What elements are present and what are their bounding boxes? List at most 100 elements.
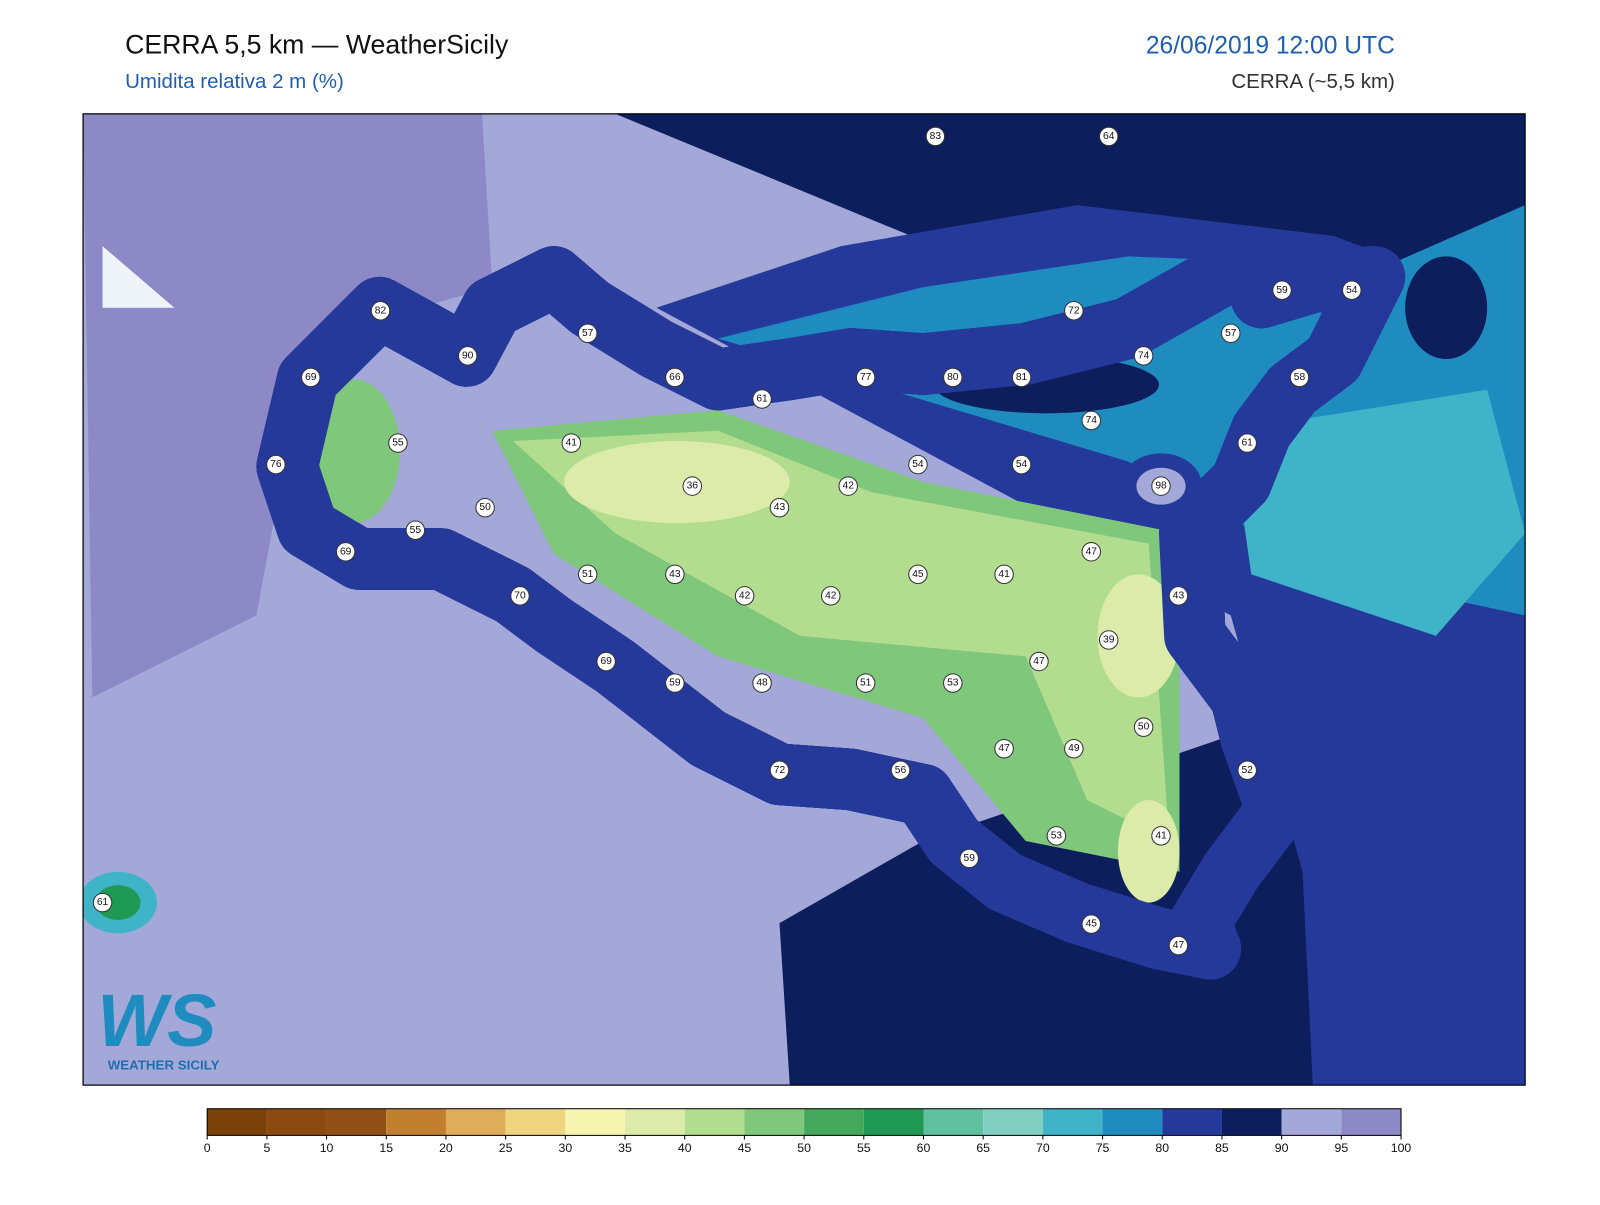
station: 55 bbox=[388, 433, 408, 453]
station-marker bbox=[838, 476, 858, 496]
colorbar-tick-label: 65 bbox=[976, 1141, 990, 1155]
station: 72 bbox=[1064, 301, 1084, 321]
station: 50 bbox=[1133, 717, 1154, 737]
station: 64 bbox=[1098, 126, 1119, 147]
station: 41 bbox=[1151, 826, 1171, 846]
station-value: 39 bbox=[1103, 635, 1115, 646]
station: 41 bbox=[994, 564, 1014, 585]
logo-mark: WS bbox=[97, 979, 216, 1062]
station: 54 bbox=[908, 454, 928, 475]
station: 45 bbox=[908, 564, 928, 585]
station: 56 bbox=[890, 760, 911, 780]
station-marker bbox=[959, 848, 979, 869]
station: 69 bbox=[301, 367, 321, 388]
station: 36 bbox=[682, 476, 703, 496]
station-value: 69 bbox=[340, 546, 352, 557]
station-value: 43 bbox=[774, 502, 786, 513]
station-value: 52 bbox=[1241, 765, 1253, 776]
station-marker bbox=[577, 564, 598, 585]
station: 59 bbox=[1272, 280, 1292, 300]
colorbar-segment bbox=[863, 1108, 924, 1136]
station-marker bbox=[682, 476, 703, 496]
colorbar-tick-label: 45 bbox=[738, 1141, 752, 1155]
station-value: 54 bbox=[1346, 285, 1358, 296]
station-marker bbox=[1151, 826, 1171, 846]
colorbar-tick-label: 35 bbox=[618, 1141, 632, 1155]
station-marker bbox=[1011, 454, 1032, 475]
station-value: 42 bbox=[843, 481, 855, 492]
station-marker bbox=[821, 586, 841, 606]
stations: 83 64 82 90 57 69 66 61 77 80 81 72 74 59 54 57 58 74 61 55… bbox=[92, 126, 1362, 956]
station-marker bbox=[1168, 586, 1189, 606]
colorbar-tick-label: 100 bbox=[1391, 1141, 1412, 1155]
station: 58 bbox=[1289, 367, 1310, 388]
station-value: 41 bbox=[1155, 830, 1167, 841]
station-marker bbox=[475, 497, 495, 518]
colorbar-tick-label: 75 bbox=[1096, 1141, 1110, 1155]
colorbar-segment bbox=[266, 1108, 327, 1136]
station-value: 45 bbox=[912, 569, 924, 580]
station-value: 53 bbox=[1051, 830, 1063, 841]
colorbar-segment bbox=[207, 1108, 267, 1136]
station-value: 47 bbox=[1173, 940, 1185, 951]
station-marker bbox=[665, 564, 685, 585]
station: 74 bbox=[1081, 410, 1102, 431]
station-marker bbox=[943, 673, 963, 693]
station: 69 bbox=[335, 542, 356, 562]
station: 74 bbox=[1133, 346, 1154, 366]
station-marker bbox=[943, 367, 963, 388]
station-value: 42 bbox=[739, 590, 751, 601]
station-value: 83 bbox=[930, 131, 942, 142]
station-marker bbox=[855, 367, 876, 388]
station-value: 54 bbox=[912, 459, 924, 470]
station: 54 bbox=[1342, 280, 1362, 300]
station-value: 82 bbox=[375, 305, 387, 316]
station: 42 bbox=[821, 586, 841, 606]
station-value: 49 bbox=[1068, 743, 1080, 754]
station-value: 51 bbox=[582, 569, 594, 580]
station: 57 bbox=[577, 323, 598, 344]
station-marker bbox=[301, 367, 321, 388]
colorbar-segment bbox=[386, 1108, 446, 1136]
colorbar: 0 5 10 15 20 25 30 35 40 45 50 55 60 65 70 75 80 85 90 95 10… bbox=[204, 1108, 1412, 1155]
station-marker bbox=[266, 454, 286, 475]
station: 49 bbox=[1064, 738, 1084, 759]
station-marker bbox=[1064, 738, 1084, 759]
station-value: 90 bbox=[462, 350, 474, 361]
station-marker bbox=[1342, 280, 1362, 300]
station: 98 bbox=[1151, 476, 1171, 496]
station-marker bbox=[908, 564, 928, 585]
station-value: 69 bbox=[305, 372, 317, 383]
colorbar-segment bbox=[326, 1108, 387, 1136]
station-value: 77 bbox=[860, 372, 872, 383]
station-value: 41 bbox=[998, 569, 1010, 580]
station-value: 51 bbox=[860, 678, 872, 689]
station-marker bbox=[596, 651, 616, 672]
colorbar-segment bbox=[565, 1108, 626, 1136]
station-value: 59 bbox=[669, 678, 681, 689]
station-value: 42 bbox=[825, 590, 837, 601]
colorbar-tick-label: 80 bbox=[1155, 1141, 1169, 1155]
colorbar-segment bbox=[1102, 1108, 1163, 1136]
colorbar-segment bbox=[1162, 1108, 1222, 1136]
colorbar-tick-label: 40 bbox=[678, 1141, 692, 1155]
station-value: 48 bbox=[756, 678, 768, 689]
station: 90 bbox=[457, 346, 478, 366]
colorbar-tick-label: 95 bbox=[1334, 1141, 1348, 1155]
station-marker bbox=[1081, 410, 1102, 431]
station: 47 bbox=[1168, 935, 1189, 956]
station-marker bbox=[769, 760, 790, 780]
title: CERRA 5,5 km — WeatherSicily bbox=[125, 29, 509, 59]
logo-name: WEATHER SICILY bbox=[108, 1058, 220, 1073]
station-value: 50 bbox=[479, 502, 491, 513]
station-value: 41 bbox=[566, 438, 578, 449]
station: 66 bbox=[665, 367, 685, 388]
colorbar-segment bbox=[625, 1108, 685, 1136]
station-value: 55 bbox=[392, 438, 404, 449]
station: 77 bbox=[855, 367, 876, 388]
map-frame bbox=[82, 113, 1526, 1086]
colorbar-segment bbox=[804, 1108, 864, 1136]
station-marker bbox=[1237, 433, 1257, 453]
